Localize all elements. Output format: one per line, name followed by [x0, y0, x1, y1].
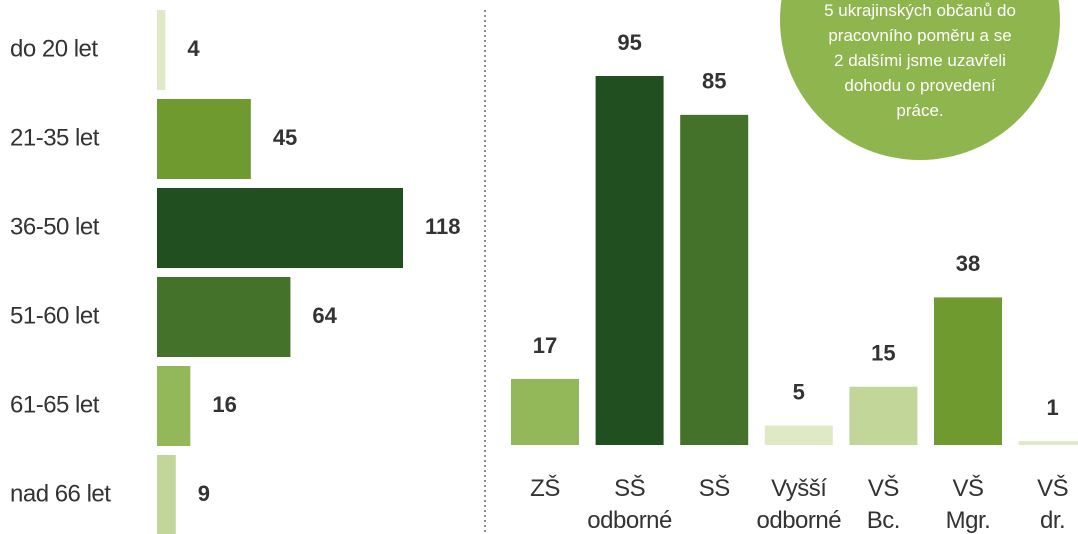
value-label: 4	[187, 36, 200, 61]
value-label: 118	[425, 214, 461, 239]
value-label: 85	[702, 69, 726, 94]
category-label: Vyšší odborné	[757, 475, 842, 534]
bar	[157, 277, 291, 357]
value-label: 16	[212, 392, 236, 417]
category-label: do 20 let	[10, 35, 98, 62]
bar	[595, 76, 664, 445]
category-label: 21-35 let	[10, 124, 100, 151]
value-label: 45	[273, 125, 297, 150]
bar	[764, 425, 833, 445]
category-label: nad 66 let	[10, 480, 111, 507]
value-label: 9	[198, 481, 210, 506]
bar	[157, 366, 191, 446]
callout-circle	[780, 0, 1060, 160]
value-label: 1	[1046, 395, 1058, 420]
bar	[157, 188, 403, 268]
category-label: VŠ Bc.	[867, 474, 900, 534]
category-label: VŠ dr.	[1037, 474, 1068, 534]
category-label: 51-60 let	[10, 302, 100, 329]
value-label: 17	[533, 333, 557, 358]
bar	[680, 114, 749, 445]
category-label: SŠ	[699, 474, 730, 502]
category-label: ZŠ	[530, 474, 560, 502]
bar	[511, 378, 579, 445]
category-label: SŠ odborné	[587, 474, 672, 534]
category-label: VŠ Mgr.	[946, 474, 991, 534]
category-label: 61-65 let	[10, 391, 100, 418]
category-label: 36-50 let	[10, 213, 100, 240]
value-label: 5	[793, 379, 805, 404]
value-label: 64	[312, 303, 337, 328]
bar	[1018, 441, 1078, 445]
value-label: 15	[871, 341, 895, 366]
bar	[157, 10, 166, 90]
value-label: 38	[956, 251, 980, 276]
bar	[934, 297, 1002, 445]
bar	[157, 99, 251, 179]
callout-text: 5 ukrajinských občanů do pracovního poměr…	[824, 1, 1016, 120]
bar	[157, 455, 176, 534]
bar	[849, 386, 918, 445]
value-label: 95	[617, 30, 641, 55]
